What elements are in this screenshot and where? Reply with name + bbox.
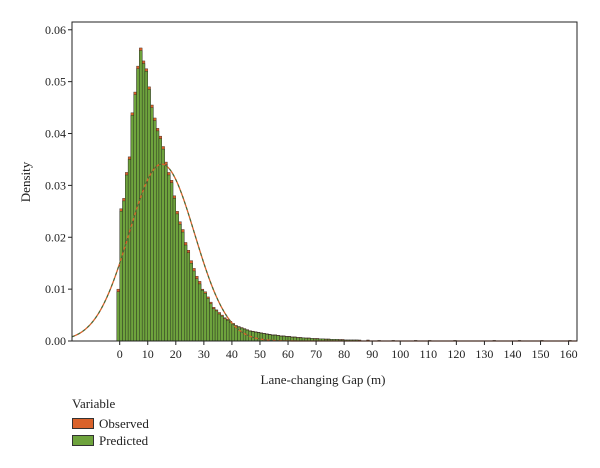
predicted-bar xyxy=(200,289,205,342)
predicted-bar xyxy=(223,318,227,342)
x-tick-label: 130 xyxy=(475,347,493,361)
predicted-bar xyxy=(161,148,165,342)
x-tick-label: 80 xyxy=(338,347,350,361)
predicted-bar xyxy=(155,130,160,342)
legend-item-observed: Observed xyxy=(72,415,149,432)
predicted-bar xyxy=(203,293,207,342)
predicted-bar xyxy=(178,224,182,342)
y-tick-label: 0.00 xyxy=(45,334,66,348)
x-axis-label: Lane-changing Gap (m) xyxy=(261,372,386,387)
predicted-bar xyxy=(170,182,174,342)
legend: Variable Observed Predicted xyxy=(72,396,149,449)
predicted-bar xyxy=(164,164,168,342)
legend-title: Variable xyxy=(72,396,116,411)
predicted-bar xyxy=(122,200,126,342)
predicted-bar xyxy=(184,244,188,342)
predicted-bar xyxy=(212,308,216,342)
legend-swatch-observed xyxy=(72,418,94,429)
legend-swatch-predicted xyxy=(72,435,94,446)
x-tick-label: 100 xyxy=(391,347,409,361)
predicted-bar xyxy=(206,298,210,342)
y-tick-label: 0.02 xyxy=(45,230,66,244)
predicted-bar xyxy=(153,120,157,342)
predicted-bar xyxy=(198,283,202,342)
predicted-bar xyxy=(172,198,176,342)
x-tick-label: 90 xyxy=(366,347,378,361)
x-tick-label: 40 xyxy=(226,347,238,361)
predicted-bar xyxy=(150,107,154,342)
predicted-bar xyxy=(127,159,132,342)
predicted-bar xyxy=(240,327,244,342)
predicted-bar xyxy=(220,315,224,342)
predicted-bar xyxy=(119,211,123,342)
y-tick-label: 0.01 xyxy=(45,282,66,296)
plot-frame xyxy=(71,21,578,342)
x-tick-label: 70 xyxy=(310,347,322,361)
predicted-bar xyxy=(125,174,129,342)
x-tick-label: 120 xyxy=(447,347,465,361)
x-tick-label: 140 xyxy=(503,347,521,361)
histogram-chart: 0 10 20 30 40 50 60 70 80 90 100 110 120 130 140 150 160… xyxy=(18,21,578,387)
predicted-bar xyxy=(141,63,146,342)
predicted-bar xyxy=(217,313,221,342)
x-tick-label: 30 xyxy=(198,347,210,361)
x-tick-label: 110 xyxy=(420,347,438,361)
x-axis-ticks: 0 10 20 30 40 50 60 70 80 90 100 110 120 130 140 150 160 xyxy=(117,341,578,361)
predicted-bar xyxy=(144,71,148,342)
predicted-bar xyxy=(116,291,120,342)
predicted-bar xyxy=(175,213,179,342)
legend-label-predicted: Predicted xyxy=(99,432,149,448)
predicted-bar xyxy=(192,270,196,342)
y-tick-label: 0.06 xyxy=(45,23,66,37)
predicted-bar xyxy=(231,324,235,342)
y-axis-ticks: 0.00 0.01 0.02 0.03 0.04 0.05 0.06 xyxy=(45,23,72,348)
legend-item-predicted: Predicted xyxy=(72,432,149,449)
x-tick-label: 60 xyxy=(282,347,294,361)
predicted-bar xyxy=(158,138,162,342)
predicted-bar xyxy=(186,252,191,342)
predicted-bar xyxy=(181,231,185,342)
y-axis-label: Density xyxy=(18,161,33,202)
predicted-bar xyxy=(228,322,233,342)
x-tick-label: 10 xyxy=(142,347,154,361)
predicted-bar xyxy=(254,332,258,342)
x-tick-label: 150 xyxy=(532,347,550,361)
y-tick-label: 0.03 xyxy=(45,178,66,192)
predicted-bar xyxy=(195,278,199,342)
predicted-bar xyxy=(130,115,134,342)
legend-label-observed: Observed xyxy=(99,415,149,431)
predicted-bar xyxy=(209,303,213,342)
predicted-bar xyxy=(147,89,151,342)
predicted-bar xyxy=(226,320,230,342)
predicted-bar xyxy=(242,328,247,342)
predicted-bar xyxy=(214,310,219,342)
y-tick-label: 0.04 xyxy=(45,127,66,141)
predicted-bar xyxy=(256,332,261,342)
x-tick-label: 50 xyxy=(254,347,266,361)
y-tick-label: 0.05 xyxy=(45,75,66,89)
predicted-bars xyxy=(116,50,572,342)
predicted-bar xyxy=(167,174,171,342)
x-tick-label: 20 xyxy=(170,347,182,361)
x-tick-label: 160 xyxy=(560,347,578,361)
predicted-bar xyxy=(189,263,193,342)
x-tick-label: 0 xyxy=(117,347,123,361)
